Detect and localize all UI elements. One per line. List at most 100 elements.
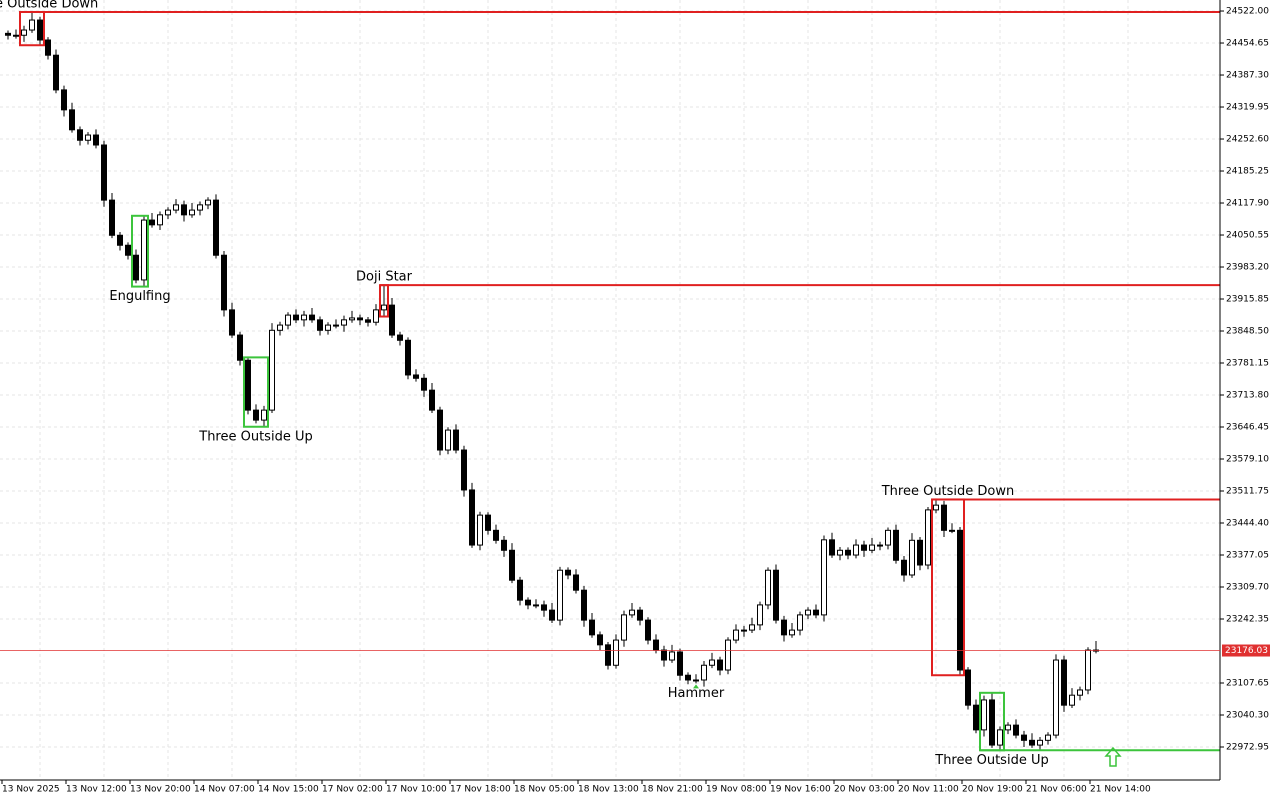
candle-body	[749, 624, 755, 631]
candle-body	[421, 377, 427, 391]
candle-body	[293, 314, 299, 321]
candle-body	[213, 199, 219, 256]
y-tick-label: 23915.85	[1226, 295, 1269, 305]
candle-body	[645, 619, 651, 641]
x-tick-label: 19 Nov 08:00	[706, 785, 767, 795]
candle-body	[741, 629, 747, 632]
candle-body	[29, 19, 35, 31]
y-tick-label: 23781.15	[1226, 359, 1269, 369]
candle-body	[677, 651, 683, 676]
candle-body	[797, 614, 803, 631]
candle-body	[765, 569, 771, 606]
candle-body	[669, 651, 675, 661]
y-tick-label: 24185.25	[1226, 167, 1269, 177]
candle-body	[589, 619, 595, 636]
candle-body	[733, 629, 739, 641]
candle-body	[981, 699, 987, 731]
candle-body	[181, 204, 187, 216]
y-tick-label: 22972.95	[1226, 743, 1269, 753]
y-tick-label: 24117.90	[1226, 199, 1269, 209]
x-tick-label: 20 Nov 19:00	[962, 785, 1023, 795]
candle-body	[901, 559, 907, 576]
candle-body	[869, 544, 875, 551]
candle-body	[885, 529, 891, 546]
candle-body	[405, 339, 411, 376]
candle-body	[1029, 739, 1035, 746]
pattern-label: Engulfing	[109, 289, 170, 304]
candle-body	[837, 549, 843, 556]
candle-body	[1053, 659, 1059, 736]
candle-body	[117, 234, 123, 246]
candle-body	[149, 219, 155, 226]
candle-body	[989, 699, 995, 746]
x-tick-label: 17 Nov 10:00	[386, 785, 447, 795]
candle-body	[1005, 724, 1011, 731]
candle-body	[853, 544, 859, 556]
candle-body	[581, 589, 587, 621]
candle-body	[813, 609, 819, 616]
pattern-label: Hammer	[668, 686, 725, 701]
y-tick-label: 23848.50	[1226, 327, 1269, 337]
candle-body	[909, 539, 915, 576]
candle-body	[997, 729, 1003, 746]
candle-body	[717, 659, 723, 671]
candle-body	[1077, 689, 1083, 696]
candle-body	[573, 574, 579, 591]
candle-body	[157, 214, 163, 226]
candle-body	[789, 629, 795, 636]
candle-body	[925, 509, 931, 566]
current-price-tag	[1222, 644, 1270, 657]
x-tick-label: 13 Nov 20:00	[130, 785, 191, 795]
candle-body	[725, 639, 731, 671]
candle-body	[597, 634, 603, 646]
candle-body	[1061, 659, 1067, 706]
pattern-box	[131, 214, 149, 288]
candle-body	[533, 604, 539, 607]
candle-body	[509, 549, 515, 581]
x-tick-label: 19 Nov 16:00	[770, 785, 831, 795]
candle-body	[13, 34, 19, 37]
candle-body	[413, 374, 419, 379]
x-tick-label: 14 Nov 15:00	[258, 785, 319, 795]
candle-body	[445, 429, 451, 451]
candle-body	[917, 539, 923, 566]
pattern-label: Three Outside Down	[0, 0, 98, 11]
candle-body	[133, 254, 139, 281]
candle-body	[1013, 724, 1019, 736]
x-tick-label: 21 Nov 14:00	[1090, 785, 1151, 795]
candle-body	[253, 409, 259, 421]
candle-body	[469, 489, 475, 546]
pattern-label: Three Outside Up	[198, 429, 312, 444]
candle-body	[93, 134, 99, 146]
candle-body	[757, 604, 763, 626]
y-tick-label: 23646.45	[1226, 423, 1269, 433]
candle-body	[829, 539, 835, 556]
y-tick-label: 23713.80	[1226, 391, 1269, 401]
candle-body	[477, 514, 483, 546]
x-tick-label: 18 Nov 21:00	[642, 785, 703, 795]
y-tick-label: 23579.10	[1226, 455, 1269, 465]
candle-body	[21, 29, 27, 36]
candle-body	[333, 324, 339, 327]
pattern-box	[243, 356, 269, 428]
candle-body	[805, 609, 811, 616]
candle-body	[709, 659, 715, 666]
candle-body	[349, 317, 355, 321]
y-tick-label: 23242.35	[1226, 615, 1269, 625]
candle-body	[685, 674, 691, 681]
y-tick-label: 24522.00	[1226, 7, 1269, 17]
candle-body	[549, 609, 555, 621]
candle-body	[125, 244, 131, 256]
candle-body	[957, 529, 963, 671]
candle-body	[1085, 649, 1091, 691]
candle-body	[397, 334, 403, 341]
candle-body	[77, 129, 83, 141]
y-tick-label: 24319.95	[1226, 103, 1269, 113]
candle-body	[613, 639, 619, 666]
plot	[5, 10, 1220, 752]
candle-body	[301, 314, 307, 321]
candle-body	[461, 449, 467, 491]
candle-body	[485, 514, 491, 531]
candle-body	[893, 529, 899, 561]
